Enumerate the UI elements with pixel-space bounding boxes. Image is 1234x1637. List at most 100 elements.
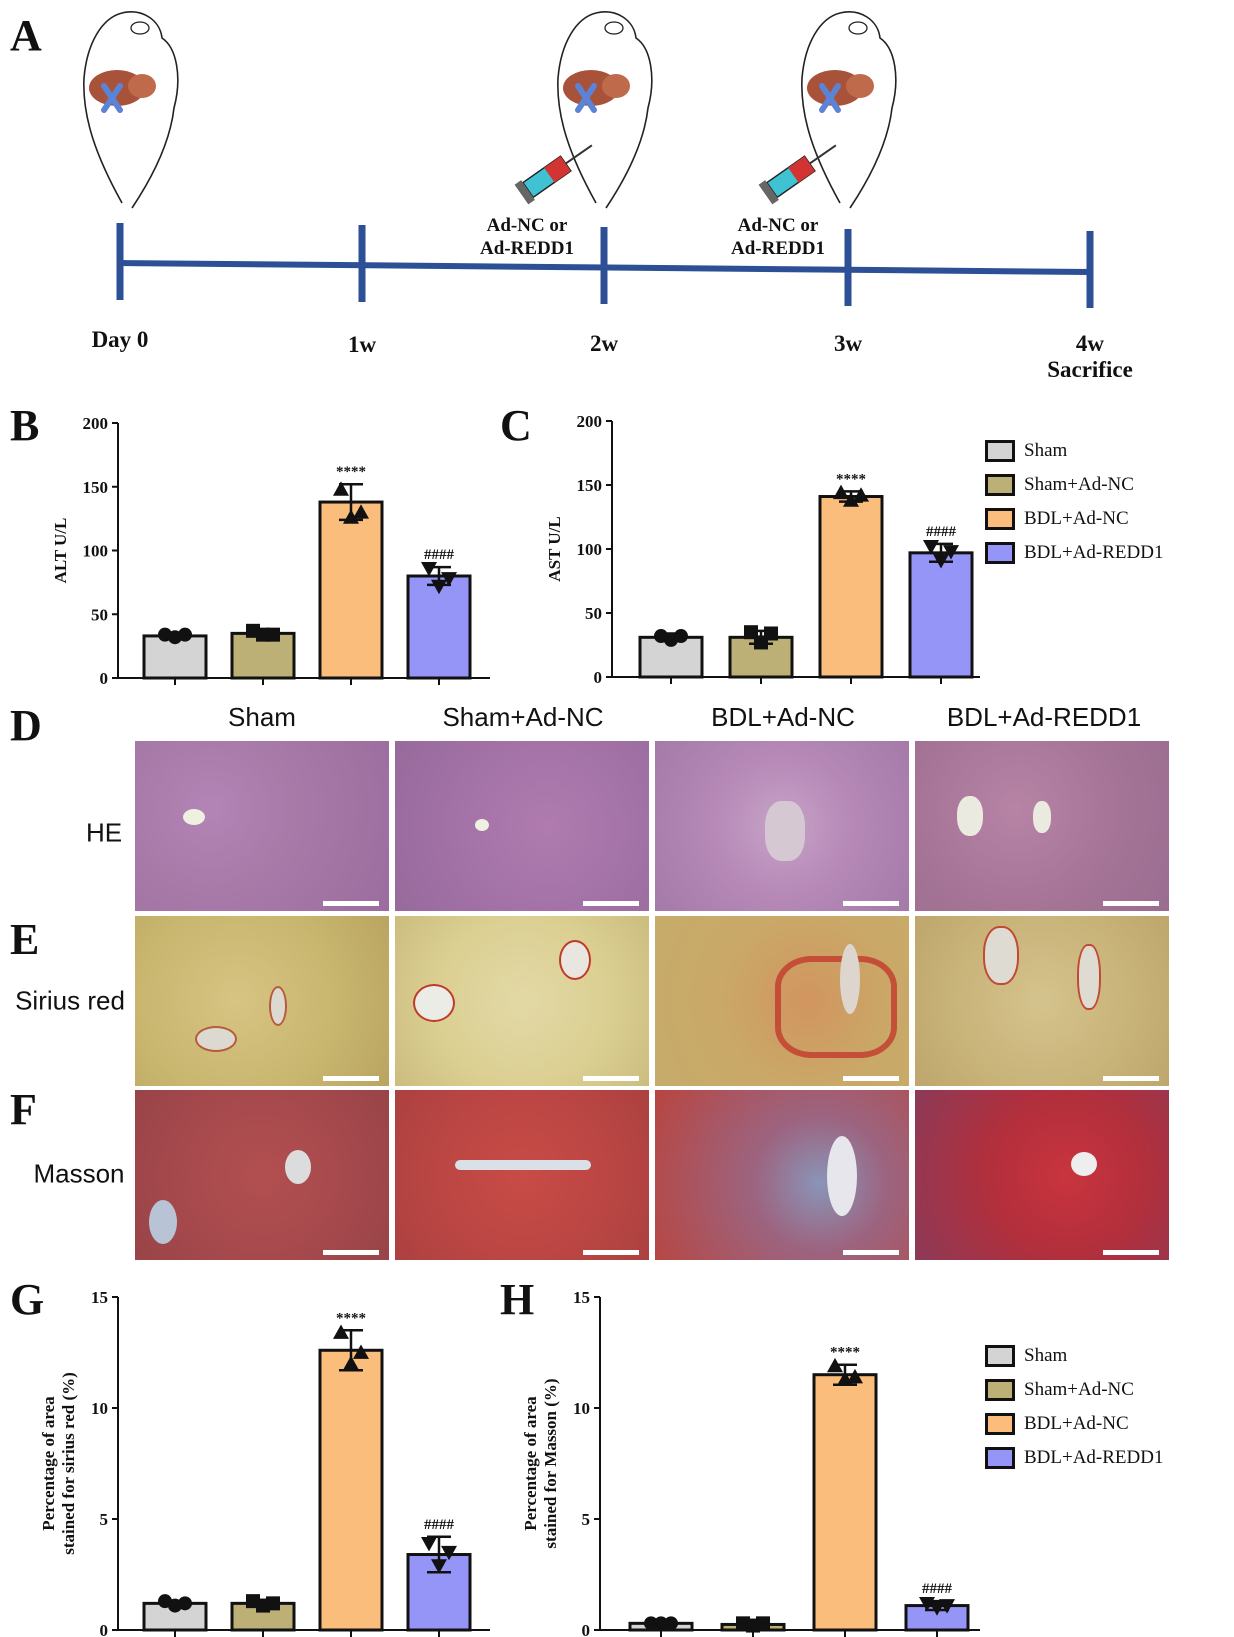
data-point: [847, 1368, 863, 1384]
data-point: [178, 1596, 192, 1611]
data-point: [431, 1559, 447, 1574]
micrograph-he-sham: [135, 741, 389, 911]
legend-item: Sham: [985, 434, 1164, 468]
y-tick-label: 150: [577, 476, 603, 495]
micrograph-masson-sham-ad-nc: [395, 1090, 649, 1260]
data-point: [441, 1545, 457, 1561]
data-point: [833, 484, 849, 500]
bar-2: [318, 1348, 384, 1632]
micrograph-sirius-bdl-ad-redd1: [915, 916, 1169, 1086]
y-tick-label: 150: [83, 478, 109, 497]
legend-swatch: [985, 508, 1015, 530]
data-point: [441, 572, 457, 587]
micrograph-masson-bdl-ad-nc: [655, 1090, 909, 1260]
ast-bar-chart: 0 50 100 150 200 AST U/L **** ####: [545, 412, 980, 687]
panel-label-f: F: [10, 1085, 37, 1134]
y-tick-label: 100: [577, 540, 603, 559]
legend-swatch: [985, 440, 1015, 462]
injection-label: Ad-NC or Ad-REDD1: [731, 215, 825, 259]
legend-top: Sham Sham+Ad-NC BDL+Ad-NC BDL+Ad-REDD1: [985, 434, 1164, 570]
syringe-icon: [514, 144, 593, 205]
legend-swatch: [985, 1379, 1015, 1401]
bar-1: [728, 635, 794, 679]
column-header-sham: Sham: [228, 702, 296, 732]
data-point: [431, 579, 447, 595]
y-tick-label: 0: [594, 668, 603, 687]
y-axis-label: ALT U/L: [51, 518, 70, 584]
data-point: [827, 1357, 843, 1373]
significance-label: ####: [922, 1581, 953, 1597]
data-point: [674, 629, 688, 644]
y-tick-label: 200: [83, 414, 109, 433]
y-axis-label: Percentage of area: [521, 1396, 540, 1531]
bar-3: [908, 551, 974, 679]
column-header-bdl-ad-redd1: BDL+Ad-REDD1: [946, 702, 1142, 732]
timeline-label-3w: 3w: [833, 331, 863, 356]
data-point: [421, 1537, 437, 1552]
micrograph-sirius-bdl-ad-nc: [655, 916, 909, 1086]
bar-2: [812, 1373, 878, 1632]
y-tick-label: 50: [91, 605, 108, 624]
data-point: [943, 545, 959, 560]
data-point: [178, 627, 192, 642]
y-tick-label: 0: [582, 1621, 591, 1637]
panel-label-d: D: [10, 701, 42, 750]
alt-bar-chart: 0 50 100 150 200 ALT U/L **** ####: [51, 414, 490, 688]
y-tick-label: 0: [100, 1621, 109, 1637]
y-tick-label: 0: [100, 669, 109, 688]
data-point: [933, 554, 949, 569]
y-axis-label: Percentage of area: [39, 1396, 58, 1531]
legend-item: BDL+Ad-NC: [985, 1407, 1164, 1441]
micrograph-masson-bdl-ad-redd1: [915, 1090, 1169, 1260]
panel-label-g: G: [10, 1275, 45, 1324]
significance-label: ####: [424, 547, 455, 563]
column-header-bdl-ad-nc: BDL+Ad-NC: [711, 702, 855, 732]
significance-label: ****: [336, 1310, 366, 1326]
significance-label: ****: [830, 1345, 860, 1361]
data-point: [756, 1616, 770, 1631]
data-point: [421, 561, 437, 577]
data-point: [843, 492, 859, 507]
legend-swatch: [985, 542, 1015, 564]
panel-label-a: A: [10, 11, 42, 60]
data-point: [343, 509, 359, 524]
legend-item: BDL+Ad-NC: [985, 502, 1164, 536]
y-tick-label: 200: [577, 412, 603, 431]
panel-label-h: H: [500, 1275, 535, 1324]
panel-label-e: E: [10, 915, 40, 964]
data-point: [266, 1596, 280, 1611]
legend-swatch: [985, 1345, 1015, 1367]
legend-swatch: [985, 1413, 1015, 1435]
data-point: [333, 1324, 349, 1339]
legend-item: Sham: [985, 1339, 1164, 1373]
micrograph-sirius-sham: [135, 916, 389, 1086]
data-point: [343, 1355, 359, 1370]
y-axis-label: stained for Masson (%): [541, 1378, 560, 1548]
micrograph-he-sham-ad-nc: [395, 741, 649, 911]
sirius-red-bar-chart: 0 5 10 15 Percentage of area stained for siri…: [39, 1288, 490, 1637]
y-tick-label: 50: [585, 604, 602, 623]
data-point: [353, 504, 369, 519]
legend-item: BDL+Ad-REDD1: [985, 536, 1164, 570]
timeline-label-day0: Day 0: [91, 327, 149, 352]
panel-label-c: C: [500, 401, 532, 450]
legend-item: Sham+Ad-NC: [985, 1373, 1164, 1407]
significance-label: ****: [836, 471, 866, 487]
timeline-label-1w: 1w: [347, 332, 377, 357]
data-point: [929, 1601, 945, 1616]
y-axis-label: stained for sirius red (%): [59, 1372, 78, 1555]
mouse-illustration: [801, 11, 897, 209]
data-point: [939, 1599, 955, 1614]
micrograph-masson-sham: [135, 1090, 389, 1260]
micrograph-he-bdl-ad-redd1: [915, 741, 1169, 911]
panel-label-b: B: [10, 401, 40, 450]
mouse-illustration: [557, 11, 653, 209]
row-label-masson: Masson: [33, 1158, 125, 1189]
column-header-sham-ad-nc: Sham+Ad-NC: [442, 702, 604, 732]
legend-item: Sham+Ad-NC: [985, 468, 1164, 502]
data-point: [923, 540, 939, 555]
y-tick-label: 10: [91, 1399, 108, 1418]
mouse-illustration: [83, 11, 179, 209]
data-point: [664, 1616, 678, 1631]
significance-label: ####: [424, 1517, 455, 1533]
